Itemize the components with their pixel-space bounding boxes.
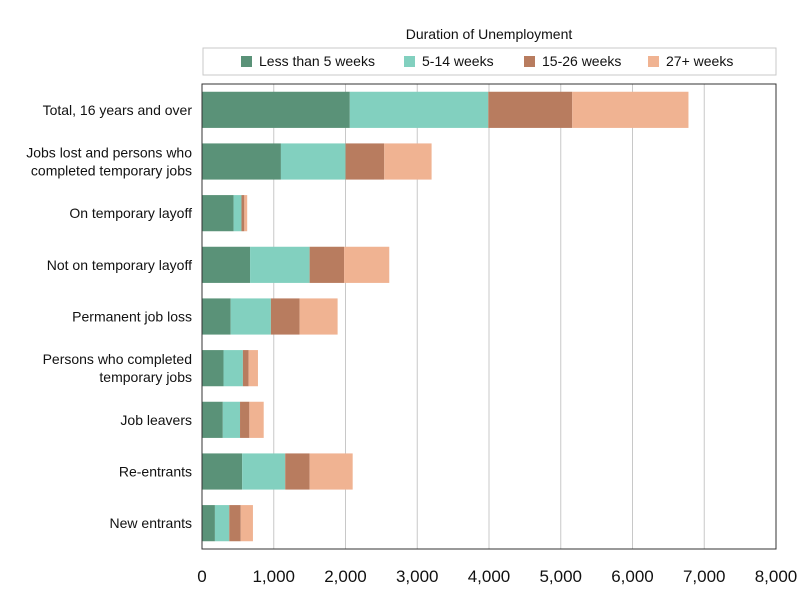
bar-segment xyxy=(230,298,271,335)
legend-label: 5-14 weeks xyxy=(422,53,494,69)
bar-segment xyxy=(270,298,300,335)
bar-segment xyxy=(202,195,234,232)
legend-label: Less than 5 weeks xyxy=(259,53,375,69)
x-tick-label: 7,000 xyxy=(683,567,726,586)
bar-segment xyxy=(202,246,251,283)
x-tick-label: 3,000 xyxy=(396,567,439,586)
bar-segment xyxy=(240,505,253,542)
bar-segment xyxy=(299,298,338,335)
bar-segment xyxy=(242,350,249,387)
legend-swatch xyxy=(241,56,252,67)
bar-segment xyxy=(309,453,353,490)
bar-segment xyxy=(223,350,243,387)
bar-segment xyxy=(202,298,231,335)
x-tick-label: 5,000 xyxy=(539,567,582,586)
bar-segment xyxy=(248,350,258,387)
bar-segment xyxy=(572,91,689,128)
bar-segment xyxy=(202,143,281,180)
x-tick-label: 0 xyxy=(197,567,206,586)
category-label: Not on temporary layoff xyxy=(47,257,192,273)
bar-segment xyxy=(244,195,248,232)
bar-segment xyxy=(214,505,230,542)
category-label: Jobs lost and persons who completed tempo… xyxy=(26,145,192,179)
x-tick-label: 1,000 xyxy=(252,567,295,586)
x-tick-label: 2,000 xyxy=(324,567,367,586)
legend-label: 27+ weeks xyxy=(666,53,733,69)
bar-segment xyxy=(280,143,346,180)
bar-segment xyxy=(349,91,489,128)
bar-segment xyxy=(309,246,345,283)
bar-segment xyxy=(202,505,215,542)
x-tick-label: 4,000 xyxy=(468,567,511,586)
category-label: Total, 16 years and over xyxy=(43,102,193,118)
bar-segment xyxy=(222,401,241,438)
bar-segment xyxy=(202,401,223,438)
bar-segment xyxy=(241,195,245,232)
legend-box xyxy=(202,47,777,76)
category-labels: Total, 16 years and over Jobs lost and pe… xyxy=(26,102,192,531)
category-label: Re-entrants xyxy=(119,464,192,480)
bar-segment xyxy=(242,453,286,490)
legend-swatch xyxy=(648,56,659,67)
x-tick-label: 6,000 xyxy=(611,567,654,586)
legend: Less than 5 weeks 5-14 weeks 15-26 weeks 27… xyxy=(241,53,733,69)
category-label: On temporary layoff xyxy=(69,205,192,221)
bar-segment xyxy=(229,505,241,542)
category-label: Permanent job loss xyxy=(72,309,192,325)
bar-segment xyxy=(240,401,250,438)
bar-segment xyxy=(384,143,432,180)
category-label: Job leavers xyxy=(120,412,192,428)
plot-frame xyxy=(201,83,777,550)
x-tick-label: 8,000 xyxy=(755,567,798,586)
bars xyxy=(202,91,689,542)
x-axis-ticks: 0 1,000 2,000 3,000 4,000 5,000 6,000 7,000 8,00… xyxy=(197,567,797,586)
legend-label: 15-26 weeks xyxy=(542,53,621,69)
bar-segment xyxy=(202,453,243,490)
bar-segment xyxy=(345,143,385,180)
bar-segment xyxy=(285,453,310,490)
bar-segment xyxy=(249,401,264,438)
legend-title: Duration of Unemployment xyxy=(406,26,573,42)
bar-segment xyxy=(233,195,242,232)
bar-segment xyxy=(488,91,573,128)
bar-segment xyxy=(250,246,310,283)
category-label: Persons who completed temporary jobs xyxy=(43,351,192,385)
bar-segment xyxy=(202,91,350,128)
category-label: New entrants xyxy=(110,515,192,531)
legend-swatch xyxy=(404,56,415,67)
bar-segment xyxy=(202,350,224,387)
legend-swatch xyxy=(524,56,535,67)
bar-segment xyxy=(344,246,390,283)
